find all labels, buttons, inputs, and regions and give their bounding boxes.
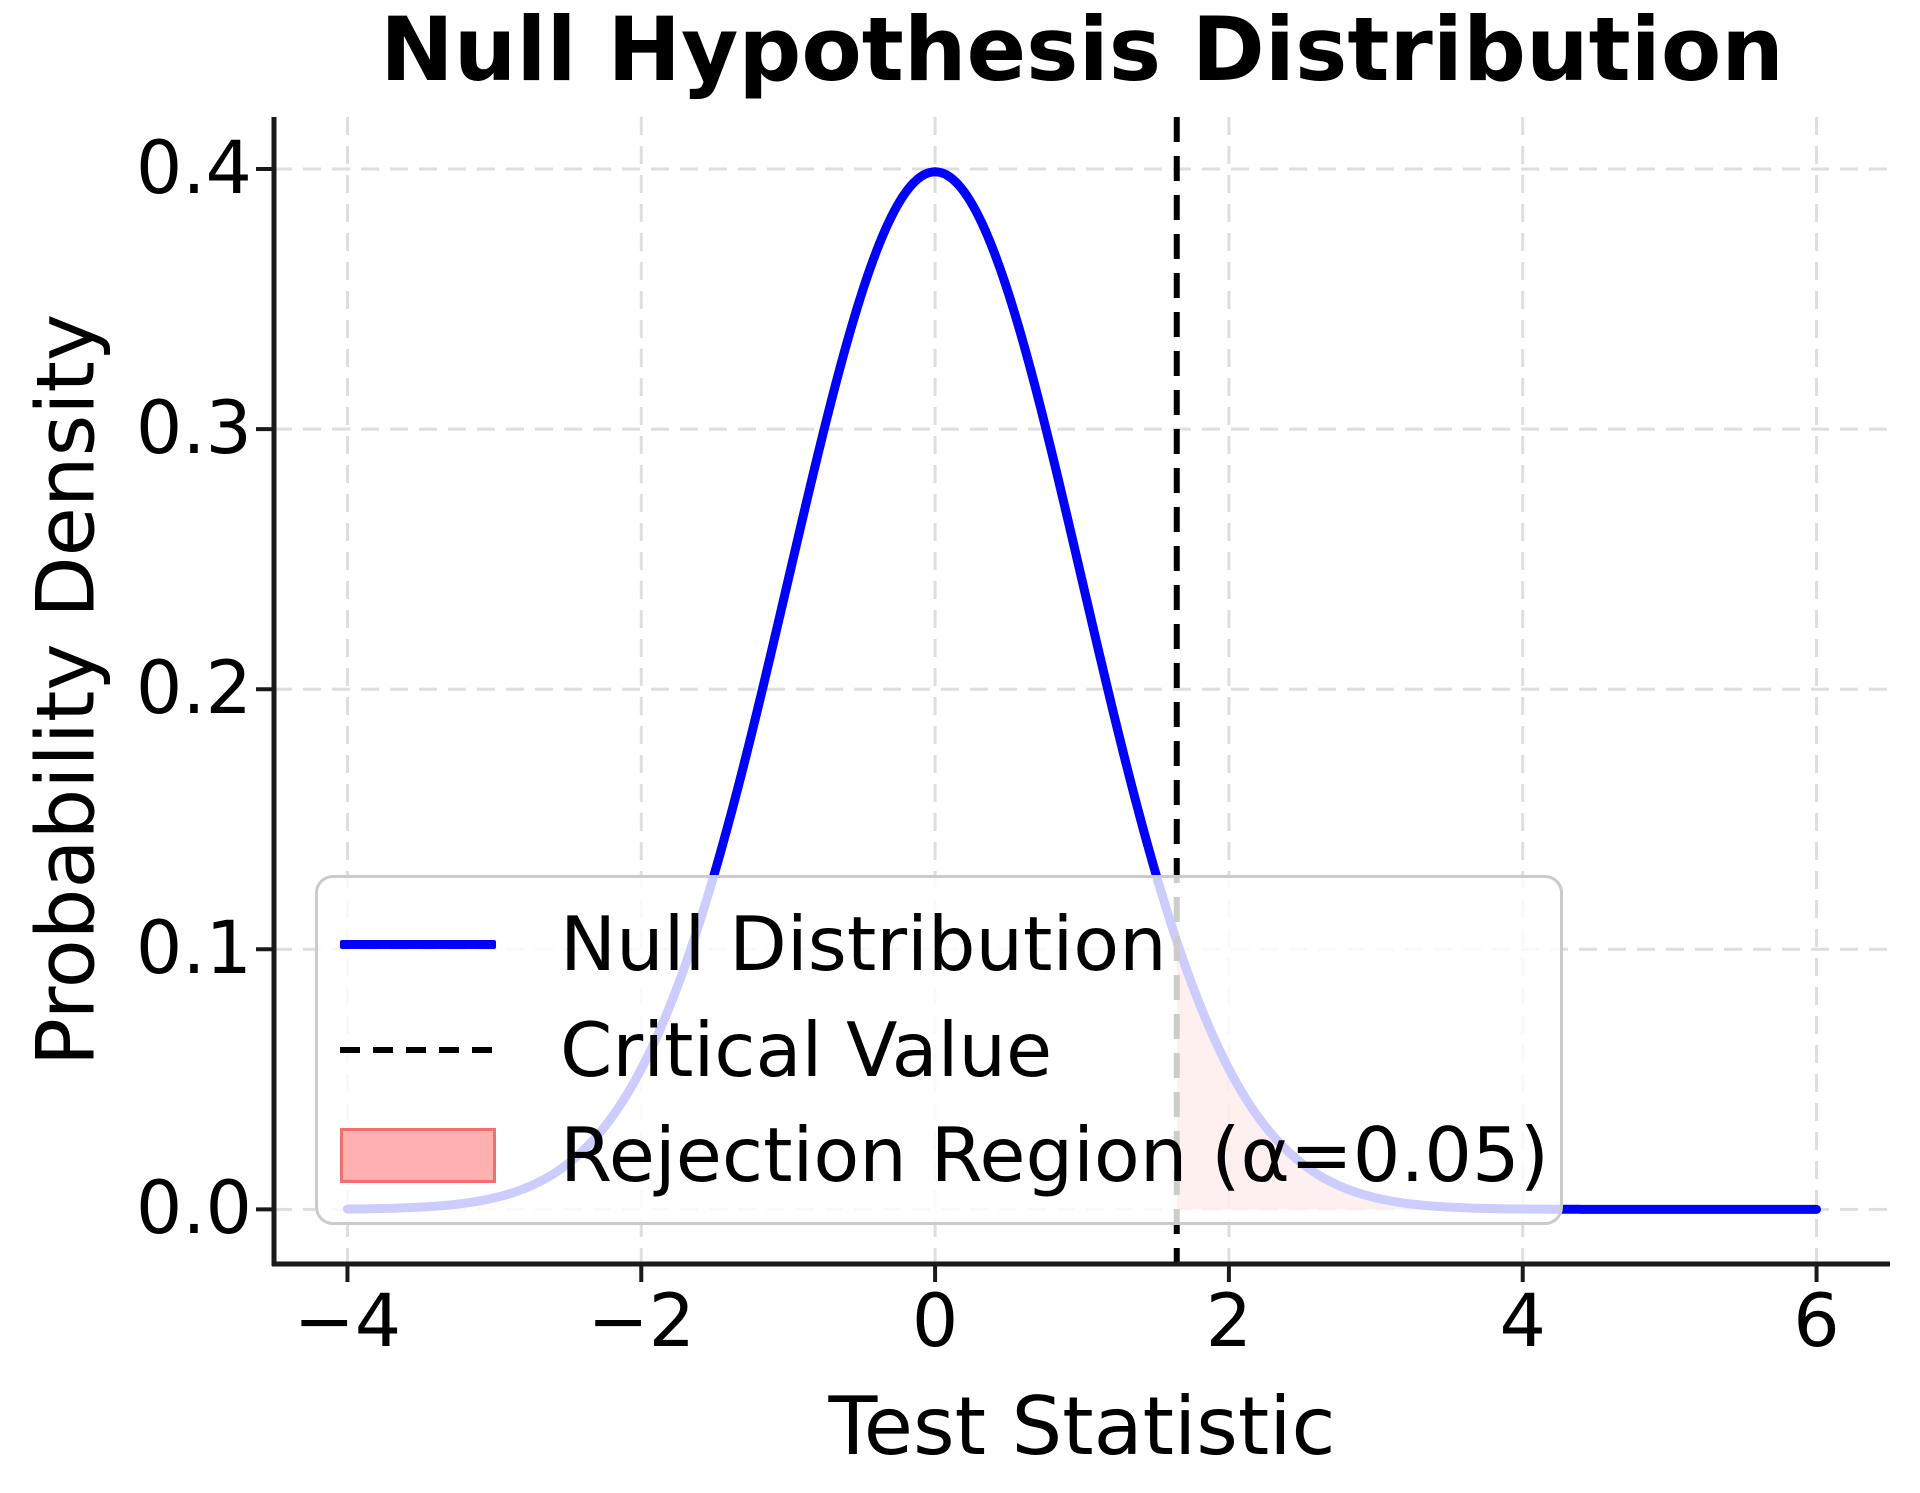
x-axis-label: Test Statistic (828, 1380, 1336, 1473)
x-tick-label: −2 (587, 1279, 696, 1364)
x-tick-label: 4 (1499, 1279, 1546, 1364)
y-tick-label: 0.4 (135, 126, 252, 212)
y-tick-label: 0.0 (135, 1166, 252, 1252)
x-tick-label: 6 (1793, 1279, 1840, 1364)
legend-label: Rejection Region (α=0.05) (560, 1111, 1549, 1200)
legend-item-null-distribution: Null Distribution (340, 892, 1540, 997)
chart-title: Null Hypothesis Distribution (380, 0, 1784, 101)
legend-line-swatch (340, 940, 496, 950)
legend-label: Null Distribution (560, 900, 1167, 989)
x-tick-label: 0 (911, 1279, 959, 1364)
legend-item-critical-value: Critical Value (340, 997, 1540, 1102)
y-tick-label: 0.2 (135, 646, 252, 732)
legend-patch-swatch (340, 1127, 496, 1183)
legend: Null Distribution Critical Value Rejecti… (315, 875, 1563, 1225)
y-tick-label: 0.3 (135, 386, 252, 472)
legend-item-rejection-region: Rejection Region (α=0.05) (340, 1103, 1549, 1208)
x-tick-label: −4 (293, 1279, 402, 1364)
x-tick-label: 2 (1205, 1279, 1253, 1364)
legend-dashed-line-swatch (340, 1046, 496, 1053)
legend-label: Critical Value (560, 1005, 1053, 1094)
y-tick-label: 0.1 (135, 906, 252, 992)
